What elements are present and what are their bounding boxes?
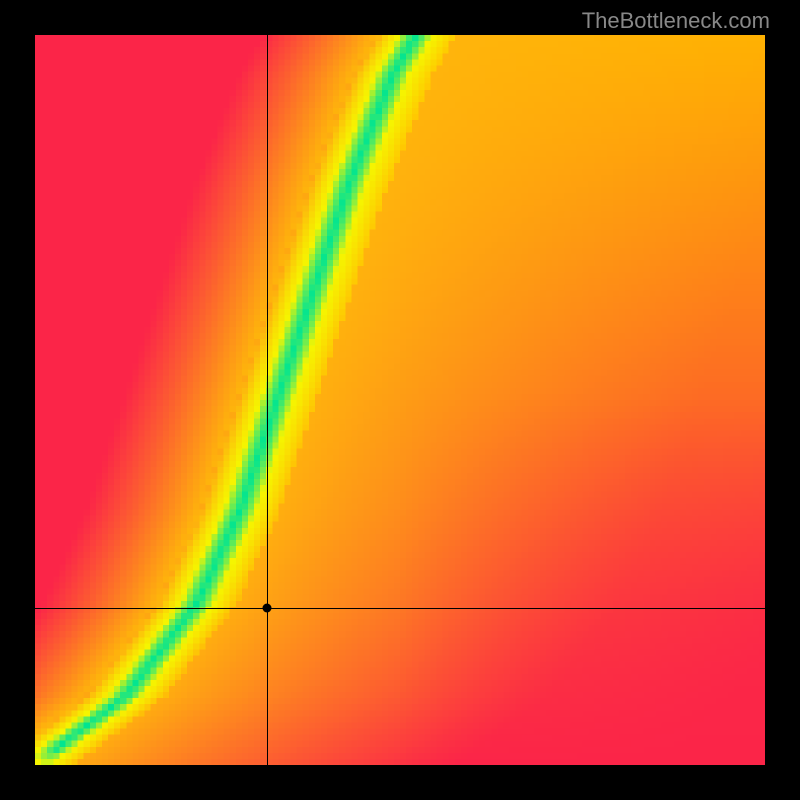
crosshair-horizontal — [35, 608, 765, 609]
crosshair-vertical — [267, 35, 268, 765]
watermark-text: TheBottleneck.com — [582, 8, 770, 34]
heatmap-plot — [35, 35, 765, 765]
crosshair-dot — [263, 604, 272, 613]
heatmap-canvas — [35, 35, 765, 765]
